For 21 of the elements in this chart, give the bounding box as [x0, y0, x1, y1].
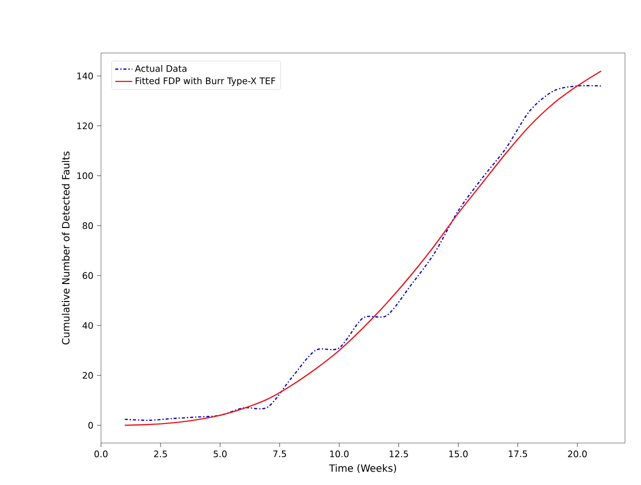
- x-tick-label: 15.0: [449, 450, 468, 458]
- x-tick-label: 12.5: [390, 450, 408, 458]
- x-tick-label: 20.0: [568, 450, 587, 458]
- y-tick-label: 60: [82, 272, 93, 279]
- y-tick-label: 100: [77, 172, 93, 180]
- x-tick-label: 0.0: [94, 450, 108, 458]
- legend-label: Fitted FDP with Burr Type-X TEF: [136, 77, 276, 86]
- x-tick-label: 17.5: [508, 450, 528, 458]
- y-tick-label: 140: [77, 72, 93, 80]
- y-tick-label: 40: [82, 322, 93, 329]
- x-tick-label: 7.5: [273, 450, 286, 458]
- y-tick-label: 20: [82, 372, 93, 379]
- x-tick-label: 2.5: [154, 450, 167, 458]
- y-tick-label: 0: [88, 422, 93, 429]
- x-axis-title: Time (Weeks): [329, 464, 396, 474]
- y-tick-label: 120: [77, 122, 93, 130]
- x-tick-label: 5.0: [214, 450, 227, 458]
- x-tick-label: 10.0: [330, 450, 349, 458]
- y-axis-title: Cumulative Number of Detected Faults: [62, 152, 70, 344]
- legend-label: Actual Data: [134, 64, 186, 72]
- y-tick-label: 80: [82, 222, 93, 230]
